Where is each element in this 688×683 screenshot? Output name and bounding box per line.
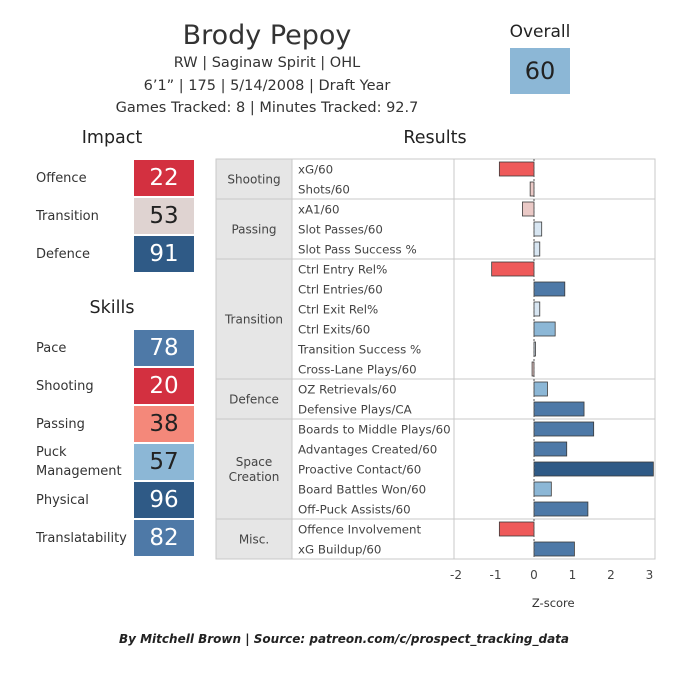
metric-label: Cross-Lane Plays/60 — [298, 363, 417, 377]
metric-label: Ctrl Entries/60 — [298, 283, 383, 297]
skill-label: Pace — [36, 340, 67, 356]
category-cell — [216, 419, 292, 519]
x-tick-label: -1 — [490, 568, 502, 582]
bar — [533, 461, 654, 477]
impact-score: 22 — [134, 160, 194, 196]
bar — [498, 161, 535, 177]
metric-label: xG/60 — [298, 163, 333, 177]
metric-label: Slot Passes/60 — [298, 223, 383, 237]
impact-label: Offence — [36, 170, 87, 186]
impact-label: Defence — [36, 246, 90, 262]
metric-label: xA1/60 — [298, 203, 340, 217]
metric-label: OZ Retrievals/60 — [298, 383, 397, 397]
metric-label: Ctrl Entry Rel% — [298, 263, 387, 277]
bar — [533, 221, 543, 237]
skill-score: 57 — [134, 444, 194, 480]
metric-label: xG Buildup/60 — [298, 543, 381, 557]
x-tick-label: -2 — [450, 568, 462, 582]
category-label: Misc. — [239, 533, 269, 547]
skill-score: 20 — [134, 368, 194, 404]
bar — [533, 501, 589, 517]
bar — [529, 181, 535, 197]
category-cell — [216, 259, 292, 379]
skill-label: Translatability — [36, 530, 127, 546]
metric-label: Ctrl Exit Rel% — [298, 303, 378, 317]
metric-label: Ctrl Exits/60 — [298, 323, 370, 337]
x-tick-label: 2 — [607, 568, 615, 582]
bar — [533, 281, 566, 297]
chart-frame — [215, 158, 656, 560]
metric-label: Off-Puck Assists/60 — [298, 503, 411, 517]
results-title: Results — [403, 128, 467, 148]
bar — [491, 261, 535, 277]
category-cell — [216, 199, 292, 259]
metric-label: Slot Pass Success % — [298, 243, 417, 257]
skills-title: Skills — [89, 298, 135, 318]
category-label: Space — [236, 455, 273, 469]
player-position-team: RW | Saginaw Spirit | OHL — [173, 55, 361, 71]
metric-label: Proactive Contact/60 — [298, 463, 421, 477]
category-label: Transition — [224, 313, 283, 327]
metric-label: Defensive Plays/CA — [298, 403, 412, 417]
impact-title: Impact — [81, 128, 143, 148]
x-tick-label: 1 — [569, 568, 577, 582]
bar — [533, 241, 541, 257]
skill-label: Shooting — [36, 378, 94, 394]
skill-score: 82 — [134, 520, 194, 556]
x-axis-label: Z-score — [532, 596, 575, 610]
metric-label: Shots/60 — [298, 183, 350, 197]
bar — [498, 521, 535, 537]
bar — [533, 421, 595, 437]
skill-label: Puck Management — [36, 445, 122, 479]
player-bio: 6’1” | 175 | 5/14/2008 | Draft Year — [143, 78, 391, 94]
bar — [522, 201, 535, 217]
category-label: Shooting — [227, 173, 280, 187]
category-label: Defence — [229, 393, 279, 407]
metric-label: Boards to Middle Plays/60 — [298, 423, 451, 437]
impact-score: 53 — [134, 198, 194, 234]
metric-label: Advantages Created/60 — [298, 443, 437, 457]
x-tick-label: 0 — [530, 568, 538, 582]
bar — [533, 541, 575, 557]
skill-score: 78 — [134, 330, 194, 366]
metric-label: Transition Success % — [297, 343, 421, 357]
bar — [533, 381, 548, 397]
overall-label: Overall — [509, 22, 571, 42]
skill-label: Passing — [36, 416, 85, 432]
category-cell — [216, 379, 292, 419]
impact-label: Transition — [36, 208, 99, 224]
skill-score: 38 — [134, 406, 194, 442]
skill-label: Physical — [36, 492, 89, 508]
bar — [533, 441, 568, 457]
category-cell — [216, 159, 292, 199]
bar — [533, 301, 541, 317]
player-name: Brody Pepoy — [182, 20, 352, 51]
bar — [533, 401, 585, 417]
category-cell — [216, 519, 292, 559]
x-tick-label: 3 — [646, 568, 654, 582]
category-label: Creation — [229, 470, 280, 484]
metric-label: Board Battles Won/60 — [298, 483, 426, 497]
tracking-summary: Games Tracked: 8 | Minutes Tracked: 92.7 — [115, 100, 419, 116]
impact-score: 91 — [134, 236, 194, 272]
bar — [533, 321, 556, 337]
skill-score: 96 — [134, 482, 194, 518]
bar — [533, 481, 552, 497]
metric-label: Offence Involvement — [298, 523, 422, 537]
category-label: Passing — [231, 223, 276, 237]
overall-score: 60 — [510, 48, 570, 94]
footer-credit: By Mitchell Brown | Source: patreon.com/… — [118, 632, 570, 646]
